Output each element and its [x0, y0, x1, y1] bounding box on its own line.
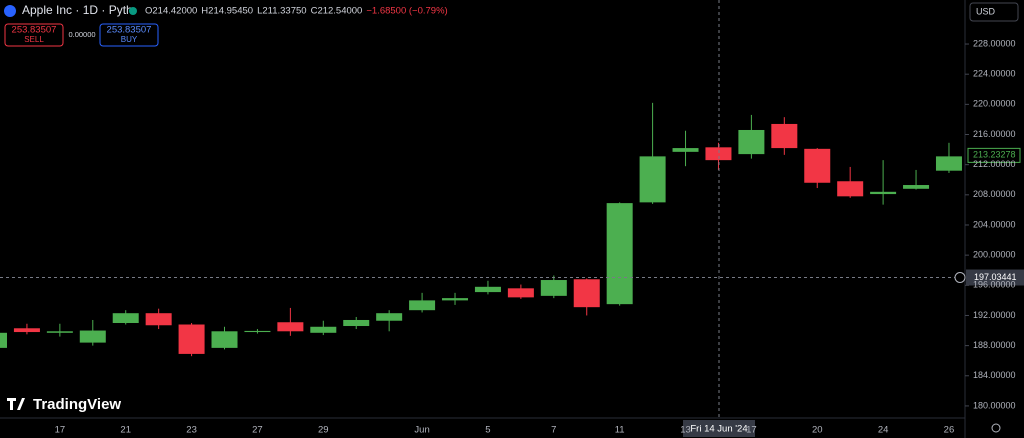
y-tick-label: 220.00000 — [973, 99, 1016, 109]
x-tick-label: 17 — [746, 425, 757, 436]
ohlc-value: O214.42000 — [145, 6, 197, 17]
spread: 0.00000 — [68, 30, 95, 39]
x-tick-label: 7 — [551, 425, 556, 436]
x-tick-label: 26 — [944, 425, 955, 436]
sell-button[interactable] — [4, 23, 64, 47]
crosshair-date-bg — [683, 420, 755, 437]
ohlc-value: C212.54000 — [311, 6, 363, 17]
y-tick-label: 228.00000 — [973, 38, 1016, 48]
y-tick-label: 216.00000 — [973, 129, 1016, 139]
candle-body — [112, 313, 139, 323]
candle-body — [870, 191, 897, 195]
symbol: Apple Inc · 1D · Pyth — [22, 3, 133, 17]
candle-body — [343, 319, 370, 327]
x-tick-label: 24 — [878, 425, 889, 436]
x-tick-label: 23 — [186, 425, 197, 436]
candle-body — [244, 330, 271, 333]
ohlc-value: H214.95450 — [201, 6, 253, 17]
ohlc-value: L211.33750 — [257, 6, 307, 17]
x-tick-label: 29 — [318, 425, 329, 436]
x-tick-label: 13 — [680, 425, 691, 436]
candle-body — [474, 286, 501, 293]
candle-body — [771, 123, 798, 149]
x-tick-label: 11 — [615, 425, 625, 436]
candle-body — [573, 279, 600, 308]
buy-price: 253.83507 — [107, 25, 152, 36]
candle-body — [211, 331, 238, 348]
currency: USD — [976, 6, 996, 16]
x-tick-label: 20 — [812, 425, 823, 436]
add-alert — [954, 272, 966, 284]
y-tick-label: 224.00000 — [973, 69, 1016, 79]
sell-price: 253.83507 — [12, 25, 57, 36]
candle-body — [178, 324, 205, 354]
crosshair-price: 197.03441 — [974, 272, 1017, 282]
y-tick-label: 192.00000 — [973, 310, 1016, 320]
buy-button[interactable] — [99, 23, 159, 47]
x-tick-label: 17 — [55, 425, 66, 436]
candle-body — [540, 280, 567, 296]
crosshair-date: Fri 14 Jun '24 — [690, 424, 747, 435]
candle-body — [507, 288, 534, 298]
candle-body — [409, 300, 436, 311]
candle-body — [903, 185, 930, 189]
currency-button[interactable] — [969, 2, 1019, 22]
candle-body — [46, 331, 73, 333]
candle-body — [310, 326, 337, 333]
y-tick-label: 180.00000 — [973, 400, 1016, 410]
y-tick-label: 196.00000 — [973, 280, 1016, 290]
y-tick-label: 208.00000 — [973, 189, 1016, 199]
settings-icon[interactable] — [991, 423, 1001, 433]
x-tick-label: 21 — [120, 425, 131, 436]
plot — [0, 0, 965, 418]
candle-body — [705, 147, 732, 161]
y-tick-label: 204.00000 — [973, 219, 1016, 229]
candle-body — [935, 156, 962, 171]
candle-body — [13, 328, 40, 333]
candle-body — [672, 148, 699, 152]
candle-body — [79, 330, 106, 343]
candle-body — [837, 181, 864, 197]
candle-body — [0, 332, 7, 348]
crosshair-price-bg — [966, 269, 1024, 286]
last-price-bg — [967, 147, 1021, 163]
candle-body — [639, 156, 666, 203]
last-price: 213.23278 — [973, 150, 1016, 160]
x-tick-label: Jun — [414, 425, 429, 436]
candle-body — [804, 148, 831, 183]
logo — [7, 398, 25, 410]
y-tick-label: 188.00000 — [973, 340, 1016, 350]
candle-body — [376, 313, 403, 321]
ohlc-value: −1.68500 (−0.79%) — [366, 6, 447, 17]
y-tick-label: 212.00000 — [973, 159, 1016, 169]
candle-body — [277, 322, 304, 332]
status-dot — [129, 7, 137, 15]
candle-body — [606, 203, 633, 305]
sell-label: SELL — [24, 35, 44, 44]
x-tick-label: 5 — [485, 425, 490, 436]
brand: TradingView — [33, 396, 121, 413]
candle-body — [738, 129, 765, 155]
buy-label: BUY — [121, 35, 138, 44]
candle-body — [145, 313, 172, 326]
x-tick-label: 27 — [252, 425, 263, 436]
symbol-icon — [4, 5, 16, 17]
y-tick-label: 184.00000 — [973, 370, 1016, 380]
candle-body — [442, 298, 469, 301]
y-tick-label: 200.00000 — [973, 250, 1016, 260]
